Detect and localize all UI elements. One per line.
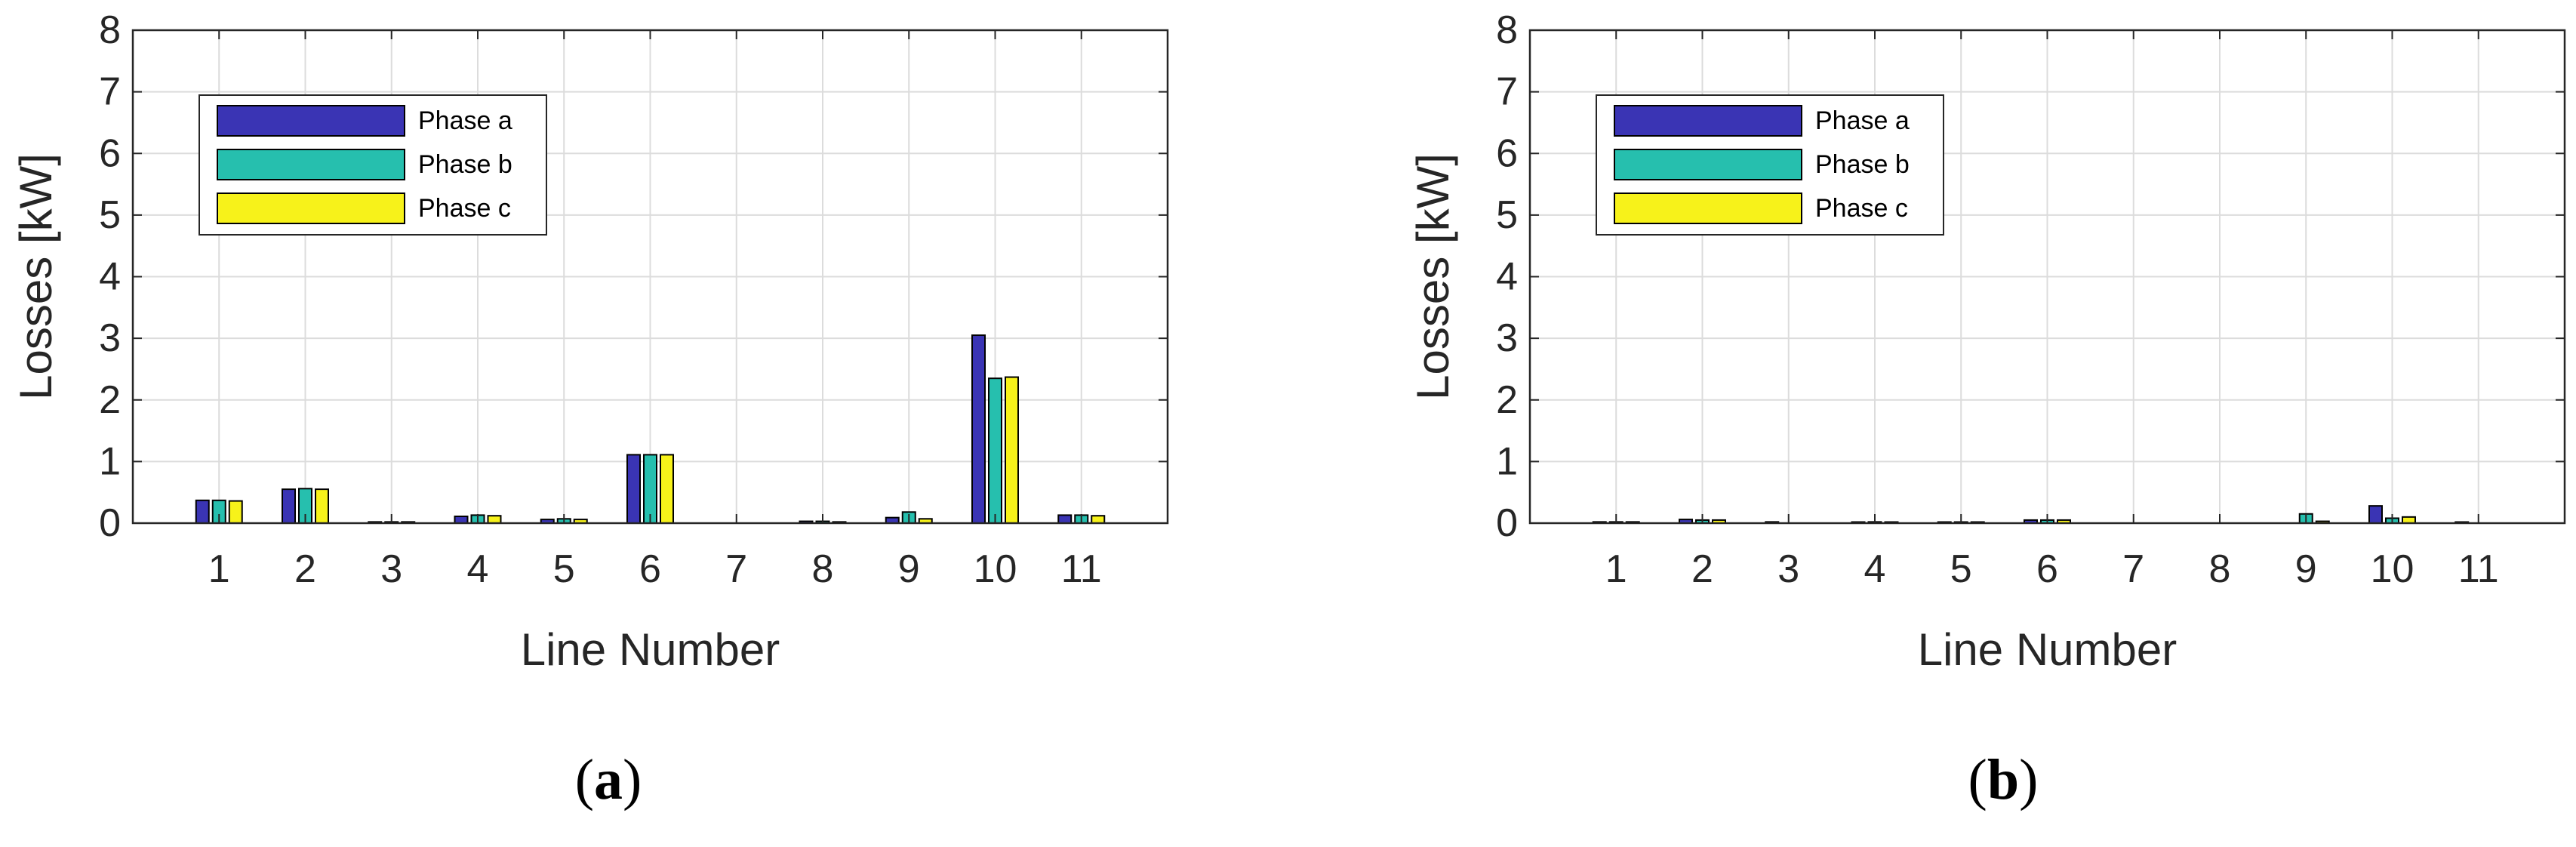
bar-phase-a [454,516,469,524]
bar-phase-a [195,499,210,525]
bar-phase-a [2368,505,2383,525]
y-tick-label: 0 [99,501,121,545]
y-tick-label: 7 [1496,70,1518,114]
y-tick-label: 2 [99,378,121,422]
legend: Phase a Phase b Phase c [199,94,547,236]
x-axis-label: Line Number [521,624,780,675]
bar-phase-c [660,454,674,524]
legend-entry-label: Phase c [1815,194,1908,223]
panel-caption: (a) [575,748,642,812]
x-tick-label: 9 [2295,547,2317,591]
bar-phase-c [1005,376,1019,524]
y-tick-label: 1 [99,439,121,483]
bar-phase-c [1091,515,1106,525]
bar-phase-a [1057,514,1073,524]
x-tick-label: 11 [1061,547,1102,591]
y-tick-label: 3 [1496,316,1518,360]
x-tick-label: 7 [2122,547,2144,591]
panel-caption: (b) [1968,748,2039,812]
x-tick-label: 2 [294,547,316,591]
y-tick-label: 4 [99,255,121,299]
caption-close-paren: ) [2019,748,2038,812]
y-tick-label: 1 [1496,439,1518,483]
x-tick-label: 1 [1605,547,1627,591]
chart-panel-a: 0 1 2 3 4 5 6 7 8 1 2 3 4 5 6 7 8 9 10 11 Line Number Losses … [11,8,1169,812]
bar-phase-a [626,454,641,524]
caption-open-paren: ( [575,748,594,812]
x-tick-label: 10 [2371,547,2414,591]
y-tick-label: 5 [1496,193,1518,237]
caption-letter: b [1987,748,2019,812]
y-axis-label: Losses [kW] [11,153,61,400]
chart-panel-b: 0 1 2 3 4 5 6 7 8 1 2 3 4 5 6 7 8 9 10 11 Line Number Losses … [1408,8,2566,812]
legend-swatch-phase-a [1614,105,1802,137]
x-tick-label: 4 [1864,547,1886,591]
y-tick-label: 2 [1496,378,1518,422]
x-tick-label: 8 [812,547,834,591]
legend-entry-label: Phase b [1815,150,1910,179]
legend-entry-label: Phase b [418,150,512,179]
y-tick-label: 8 [99,8,121,52]
y-tick-label: 4 [1496,255,1518,299]
x-tick-label: 3 [1777,547,1799,591]
bar-phase-a [282,488,296,525]
legend-swatch-phase-c [217,192,405,224]
bar-phase-b [643,454,657,524]
x-tick-label: 8 [2209,547,2231,591]
y-tick-label: 7 [99,70,121,114]
y-tick-label: 5 [99,193,121,237]
y-tick-label: 6 [99,131,121,175]
caption-open-paren: ( [1968,748,1987,812]
x-tick-label: 5 [553,547,575,591]
x-tick-label: 1 [208,547,230,591]
bar-phase-c [315,488,329,525]
legend-entry-label: Phase c [418,194,511,223]
bar-phase-c [228,500,243,524]
y-tick-label: 0 [1496,501,1518,545]
x-tick-label: 3 [380,547,402,591]
x-tick-label: 5 [1950,547,1972,591]
legend-swatch-phase-c [1614,192,1802,224]
bar-phase-a [971,334,986,525]
x-tick-label: 10 [974,547,1017,591]
legend-swatch-phase-b [1614,149,1802,180]
x-tick-label: 6 [639,547,661,591]
legend-entry-label: Phase a [1815,106,1910,135]
legend: Phase a Phase b Phase c [1596,94,1944,236]
y-axis-label: Losses [kW] [1408,153,1458,400]
x-axis-label: Line Number [1918,624,2177,675]
y-tick-label: 8 [1496,8,1518,52]
x-tick-label: 4 [467,547,489,591]
legend-entry-label: Phase a [418,106,512,135]
caption-close-paren: ) [623,748,642,812]
x-tick-label: 11 [2458,547,2499,591]
bar-phase-b [988,377,1002,524]
legend-swatch-phase-a [217,105,405,137]
y-tick-label: 3 [99,316,121,360]
x-tick-label: 9 [898,547,920,591]
y-tick-label: 6 [1496,131,1518,175]
caption-letter: a [594,748,623,812]
x-tick-label: 2 [1691,547,1713,591]
bar-phase-c [487,515,502,525]
x-tick-label: 7 [725,547,747,591]
x-tick-label: 6 [2036,547,2058,591]
legend-swatch-phase-b [217,149,405,180]
